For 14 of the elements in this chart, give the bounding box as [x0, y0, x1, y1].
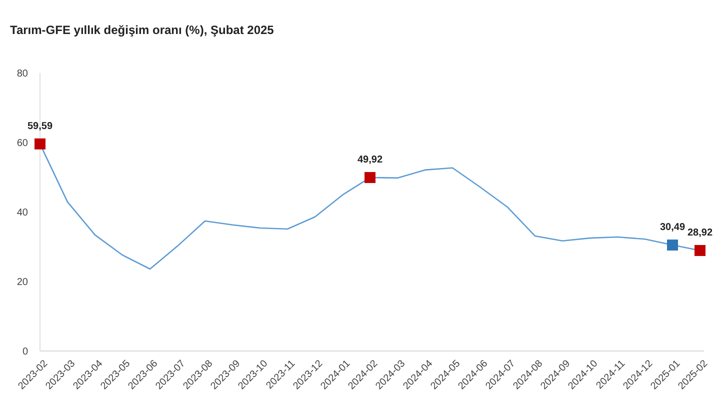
y-tick-label: 40: [16, 208, 28, 218]
y-tick-label: 20: [16, 277, 28, 288]
y-tick-label: 0: [22, 346, 28, 358]
data-label: 49,92: [357, 154, 383, 166]
y-tick-label: 60: [16, 138, 28, 149]
y-tick-label: 80: [16, 68, 28, 80]
chart-title: Tarım-GFE yıllık değişim oranı (%), Şubat 2025: [10, 23, 274, 37]
point: [694, 245, 706, 256]
data-label: 59,59: [27, 120, 53, 132]
point: [364, 172, 376, 184]
point: [34, 138, 46, 150]
data-label: 28,92: [687, 228, 713, 239]
point: [667, 240, 678, 251]
data-label: 30,49: [660, 222, 686, 234]
